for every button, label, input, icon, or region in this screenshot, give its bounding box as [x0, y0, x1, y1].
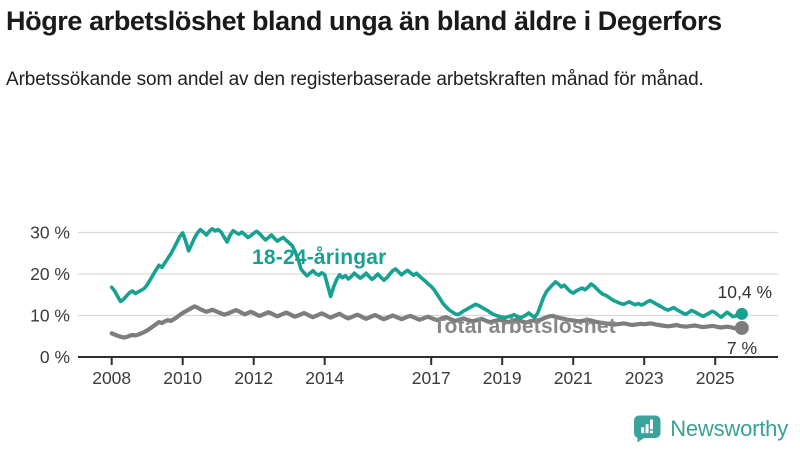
end-value-label-0: 10,4 %: [718, 282, 772, 302]
chart-header: Högre arbetslöshet bland unga än bland ä…: [6, 4, 794, 95]
line-chart-canvas: 0 % 10 % 20 % 30 % 2008 2010 2012 2014 2017 2019 2…: [30, 223, 778, 388]
x-axis-label-2021: 2021: [554, 368, 593, 388]
exclamation-bar: [650, 419, 654, 430]
bar-2: [645, 424, 649, 434]
unemployment-line-chart: 0 % 10 % 20 % 30 % 2008 2010 2012 2014 2017 2019 2…: [0, 200, 800, 400]
end-value-label-1: 7 %: [727, 338, 757, 358]
x-axis-label-2025: 2025: [696, 368, 735, 388]
x-axis-label-2008: 2008: [92, 368, 131, 388]
y-axis-label-0: 0 %: [40, 347, 70, 367]
y-axis-label-10: 10 %: [30, 306, 70, 326]
x-axis-label-2023: 2023: [625, 368, 664, 388]
x-axis-label-2010: 2010: [163, 368, 202, 388]
series-line-1: [109, 304, 744, 340]
bar-1: [641, 427, 645, 434]
x-axis-label-2014: 2014: [305, 368, 344, 388]
x-axis-label-2017: 2017: [412, 368, 451, 388]
newsworthy-logo: Newsworthy: [634, 414, 788, 444]
page-title: Högre arbetslöshet bland unga än bland ä…: [6, 6, 722, 36]
x-axis-label-2019: 2019: [483, 368, 522, 388]
series-label-0: 18-24-åringar: [252, 246, 387, 269]
series-label-1: Total arbetslöshet: [433, 315, 616, 338]
series-end-dot-1: [734, 320, 749, 335]
x-axis-label-2012: 2012: [234, 368, 273, 388]
series-end-dot-0: [735, 307, 748, 320]
bar-chart-bubble-icon: [634, 415, 661, 443]
series-line-0: [109, 226, 744, 320]
y-axis-label-30: 30 %: [30, 223, 70, 243]
brand-wordmark: Newsworthy: [670, 416, 788, 441]
chart-subtitle: Arbetssökande som andel av den registerb…: [6, 69, 704, 91]
y-axis-label-20: 20 %: [30, 264, 70, 284]
exclamation-dot: [650, 430, 654, 434]
